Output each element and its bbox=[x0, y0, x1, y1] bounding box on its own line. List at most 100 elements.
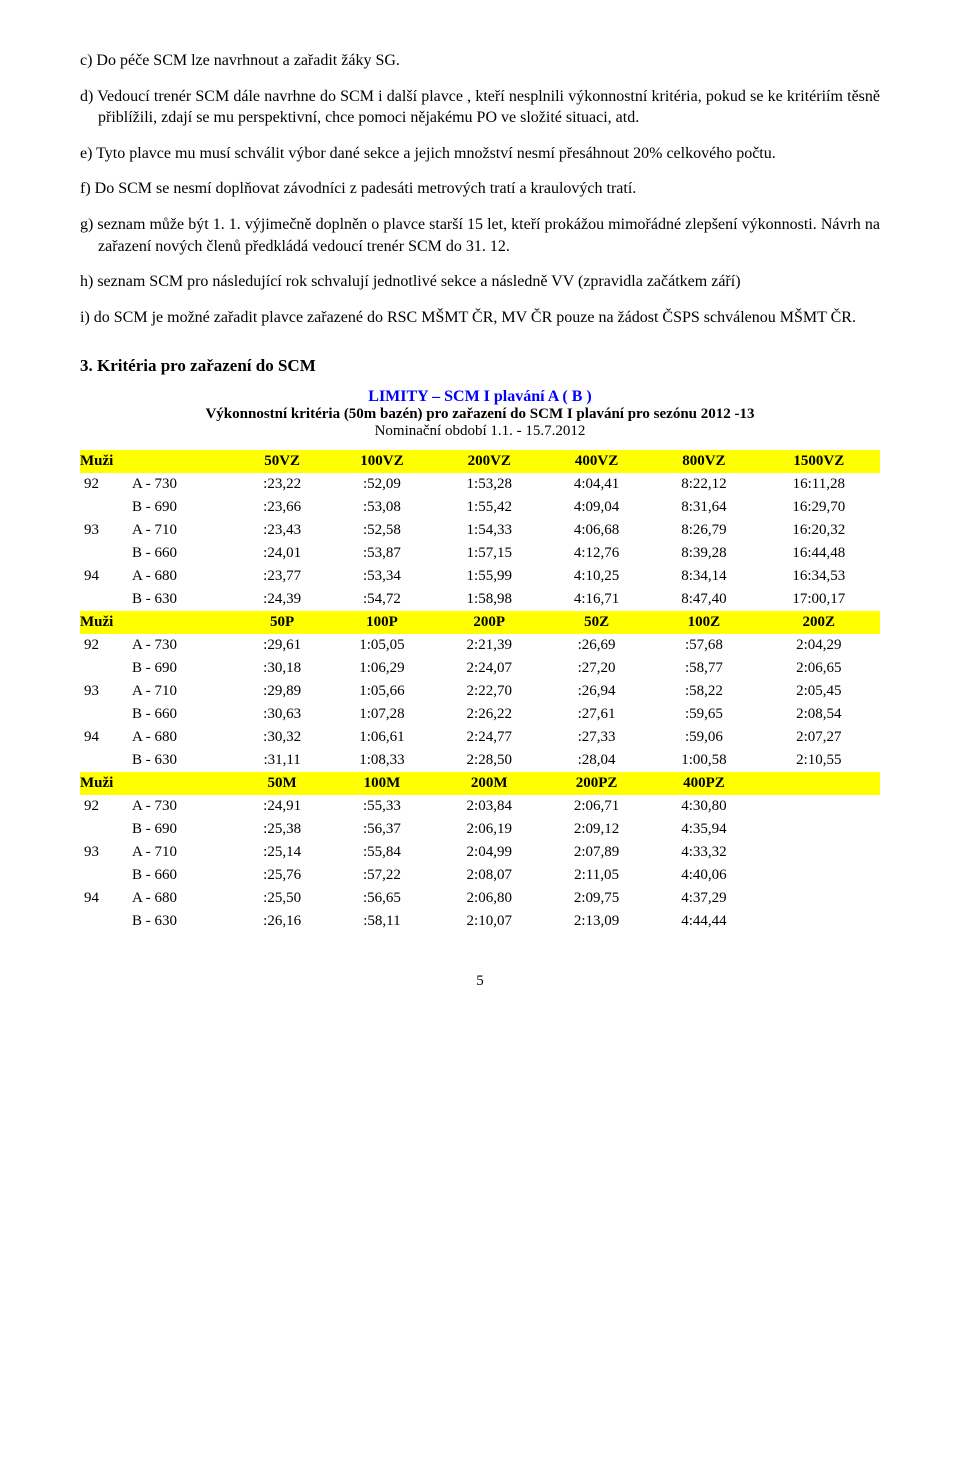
value-cell: 2:06,80 bbox=[436, 887, 543, 910]
value-cell: :55,84 bbox=[328, 841, 435, 864]
year-cell: 94 bbox=[80, 887, 128, 910]
para-h: h) seznam SCM pro následující rok schval… bbox=[80, 271, 880, 293]
year-cell bbox=[80, 818, 128, 841]
value-cell: 8:39,28 bbox=[650, 542, 757, 565]
value-cell: 16:44,48 bbox=[758, 542, 880, 565]
group-cell: A - 710 bbox=[128, 841, 236, 864]
value-cell: :57,68 bbox=[650, 634, 757, 657]
group-cell: B - 660 bbox=[128, 864, 236, 887]
value-cell: 16:34,53 bbox=[758, 565, 880, 588]
header-col: 200M bbox=[436, 772, 543, 795]
value-cell: 1:05,05 bbox=[328, 634, 435, 657]
value-cell: :25,50 bbox=[236, 887, 328, 910]
group-cell: A - 710 bbox=[128, 519, 236, 542]
year-cell: 93 bbox=[80, 680, 128, 703]
value-cell: :29,61 bbox=[236, 634, 328, 657]
para-g: g) seznam může být 1. 1. výjimečně dopln… bbox=[80, 214, 880, 257]
header-col: 200PZ bbox=[543, 772, 650, 795]
table-row: B - 630:26,16:58,112:10,072:13,094:44,44 bbox=[80, 910, 880, 933]
table-header-row: Muži50M100M200M200PZ400PZ bbox=[80, 772, 880, 795]
header-label: Muži bbox=[80, 772, 236, 795]
group-cell: B - 630 bbox=[128, 588, 236, 611]
value-cell: :58,22 bbox=[650, 680, 757, 703]
value-cell: :56,65 bbox=[328, 887, 435, 910]
value-cell: :52,58 bbox=[328, 519, 435, 542]
value-cell: :24,39 bbox=[236, 588, 328, 611]
year-cell: 92 bbox=[80, 473, 128, 496]
header-col: 50M bbox=[236, 772, 328, 795]
table-row: B - 660:30,631:07,282:26,22:27,61:59,652… bbox=[80, 703, 880, 726]
year-cell: 94 bbox=[80, 726, 128, 749]
year-cell bbox=[80, 542, 128, 565]
value-cell: :53,87 bbox=[328, 542, 435, 565]
value-cell: 17:00,17 bbox=[758, 588, 880, 611]
value-cell: 2:13,09 bbox=[543, 910, 650, 933]
year-cell bbox=[80, 588, 128, 611]
group-cell: B - 660 bbox=[128, 542, 236, 565]
value-cell: 4:16,71 bbox=[543, 588, 650, 611]
value-cell: 2:09,75 bbox=[543, 887, 650, 910]
value-cell bbox=[758, 795, 880, 818]
value-cell: :24,91 bbox=[236, 795, 328, 818]
table-row: 92A - 730:24,91:55,332:03,842:06,714:30,… bbox=[80, 795, 880, 818]
table-row: B - 690:23,66:53,081:55,424:09,048:31,64… bbox=[80, 496, 880, 519]
table-row: 93A - 710:25,14:55,842:04,992:07,894:33,… bbox=[80, 841, 880, 864]
year-cell bbox=[80, 749, 128, 772]
group-cell: A - 680 bbox=[128, 726, 236, 749]
value-cell: 1:06,61 bbox=[328, 726, 435, 749]
value-cell: :24,01 bbox=[236, 542, 328, 565]
year-cell bbox=[80, 496, 128, 519]
table-header-row: Muži50P100P200P50Z100Z200Z bbox=[80, 611, 880, 634]
value-cell: 4:06,68 bbox=[543, 519, 650, 542]
group-cell: B - 660 bbox=[128, 703, 236, 726]
table-row: 92A - 730:23,22:52,091:53,284:04,418:22,… bbox=[80, 473, 880, 496]
header-label: Muži bbox=[80, 611, 236, 634]
value-cell bbox=[758, 864, 880, 887]
value-cell: 4:12,76 bbox=[543, 542, 650, 565]
group-cell: B - 690 bbox=[128, 496, 236, 519]
value-cell: 2:03,84 bbox=[436, 795, 543, 818]
group-cell: A - 680 bbox=[128, 887, 236, 910]
header-col: 50P bbox=[236, 611, 328, 634]
group-cell: A - 730 bbox=[128, 473, 236, 496]
value-cell: 4:37,29 bbox=[650, 887, 757, 910]
value-cell: 2:09,12 bbox=[543, 818, 650, 841]
value-cell: :30,63 bbox=[236, 703, 328, 726]
value-cell: :59,65 bbox=[650, 703, 757, 726]
value-cell: :26,94 bbox=[543, 680, 650, 703]
nomination-period: Nominační období 1.1. - 15.7.2012 bbox=[80, 423, 880, 440]
table-row: 93A - 710:23,43:52,581:54,334:06,688:26,… bbox=[80, 519, 880, 542]
value-cell: :25,14 bbox=[236, 841, 328, 864]
page-number: 5 bbox=[80, 973, 880, 990]
header-col: 50VZ bbox=[236, 450, 328, 473]
value-cell: 8:47,40 bbox=[650, 588, 757, 611]
value-cell: 8:26,79 bbox=[650, 519, 757, 542]
value-cell: 2:06,65 bbox=[758, 657, 880, 680]
value-cell: 2:06,71 bbox=[543, 795, 650, 818]
value-cell: :31,11 bbox=[236, 749, 328, 772]
para-d: d) Vedoucí trenér SCM dále navrhne do SC… bbox=[80, 86, 880, 129]
group-cell: B - 630 bbox=[128, 910, 236, 933]
year-cell bbox=[80, 657, 128, 680]
value-cell: 4:35,94 bbox=[650, 818, 757, 841]
value-cell: :53,08 bbox=[328, 496, 435, 519]
value-cell: 2:24,77 bbox=[436, 726, 543, 749]
table-row: 93A - 710:29,891:05,662:22,70:26,94:58,2… bbox=[80, 680, 880, 703]
limits-title: LIMITY – SCM I plavání A ( B ) bbox=[80, 388, 880, 406]
value-cell: 4:30,80 bbox=[650, 795, 757, 818]
table-row: B - 630:24,39:54,721:58,984:16,718:47,40… bbox=[80, 588, 880, 611]
table-row: B - 660:25,76:57,222:08,072:11,054:40,06 bbox=[80, 864, 880, 887]
value-cell: :55,33 bbox=[328, 795, 435, 818]
value-cell: 2:05,45 bbox=[758, 680, 880, 703]
value-cell: 4:04,41 bbox=[543, 473, 650, 496]
para-f: f) Do SCM se nesmí doplňovat závodníci z… bbox=[80, 178, 880, 200]
value-cell: :59,06 bbox=[650, 726, 757, 749]
value-cell: :30,32 bbox=[236, 726, 328, 749]
criteria-subtitle: Výkonnostní kritéria (50m bazén) pro zař… bbox=[80, 406, 880, 423]
value-cell: :29,89 bbox=[236, 680, 328, 703]
value-cell: 4:40,06 bbox=[650, 864, 757, 887]
value-cell: 8:22,12 bbox=[650, 473, 757, 496]
value-cell: 1:54,33 bbox=[436, 519, 543, 542]
value-cell: 4:44,44 bbox=[650, 910, 757, 933]
table-row: 94A - 680:25,50:56,652:06,802:09,754:37,… bbox=[80, 887, 880, 910]
